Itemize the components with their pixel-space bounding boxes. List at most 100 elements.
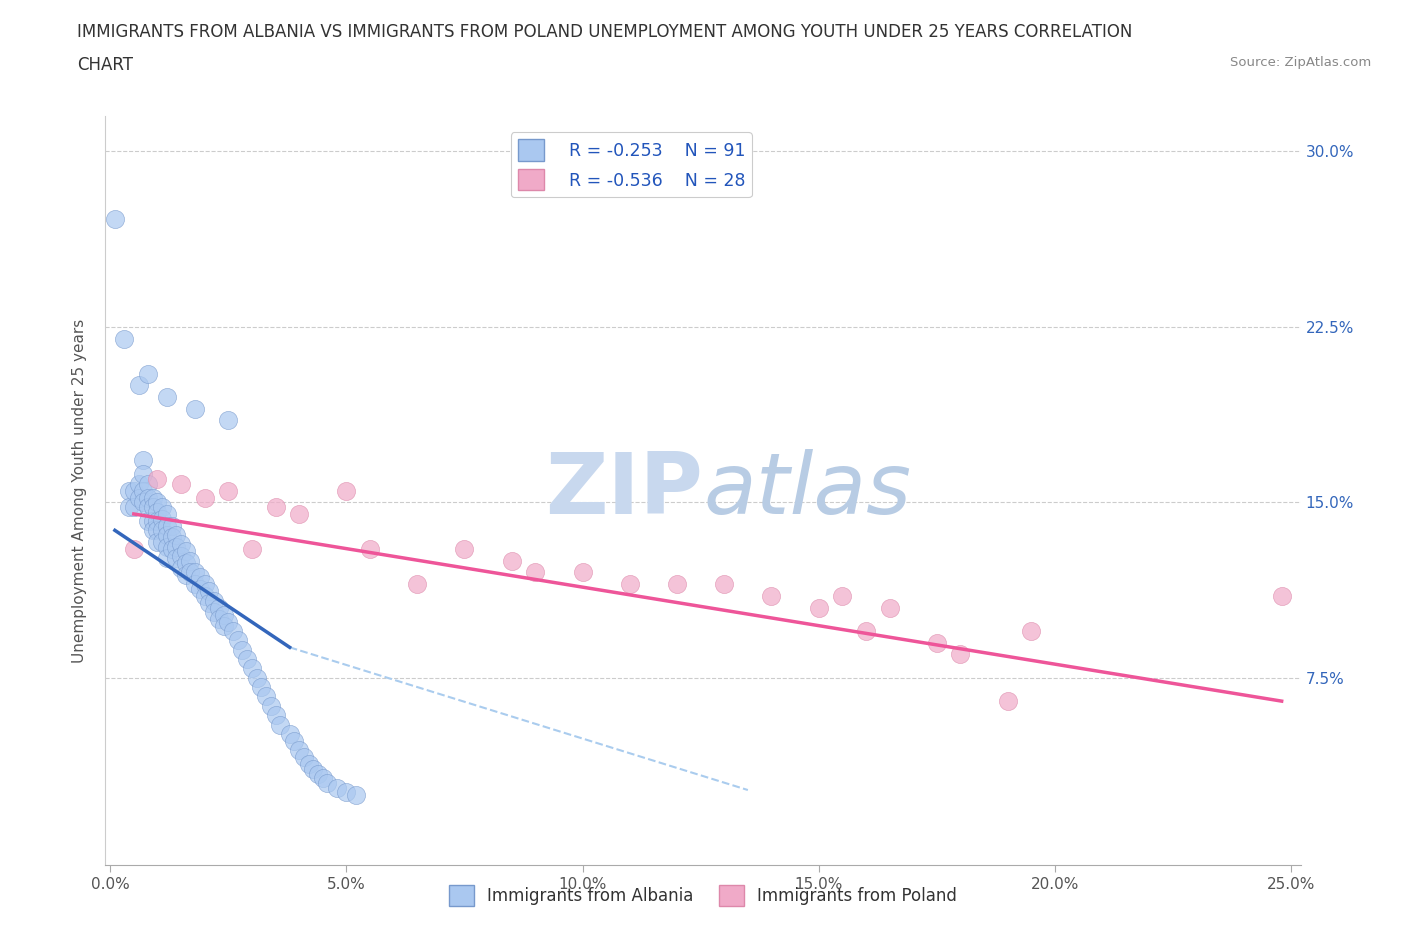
Text: CHART: CHART <box>77 56 134 73</box>
Point <box>122 541 145 556</box>
Point <box>146 513 169 528</box>
Point <box>254 689 277 704</box>
Point <box>150 499 173 514</box>
Point <box>312 771 335 786</box>
Point <box>132 495 155 510</box>
Point <box>226 632 249 647</box>
Y-axis label: Unemployment Among Youth under 25 years: Unemployment Among Youth under 25 years <box>72 318 87 663</box>
Point <box>118 499 141 514</box>
Point <box>269 717 291 732</box>
Point <box>202 593 225 608</box>
Point <box>179 553 201 568</box>
Point <box>217 413 239 428</box>
Point <box>260 698 283 713</box>
Point <box>184 401 207 416</box>
Point <box>1019 623 1042 638</box>
Point <box>406 577 429 591</box>
Point <box>194 577 217 591</box>
Point <box>236 652 259 667</box>
Point <box>925 635 948 650</box>
Point <box>307 766 329 781</box>
Point <box>142 499 165 514</box>
Point <box>194 589 217 604</box>
Point <box>104 212 127 227</box>
Text: Source: ZipAtlas.com: Source: ZipAtlas.com <box>1230 56 1371 69</box>
Point <box>831 589 853 604</box>
Point <box>292 750 315 764</box>
Point <box>713 577 735 591</box>
Text: atlas: atlas <box>703 449 911 532</box>
Point <box>240 541 263 556</box>
Point <box>264 499 287 514</box>
Point <box>122 499 145 514</box>
Point <box>132 453 155 468</box>
Point <box>136 490 159 505</box>
Point <box>264 708 287 723</box>
Point <box>288 743 311 758</box>
Point <box>174 544 197 559</box>
Point <box>1271 589 1294 604</box>
Point <box>150 512 173 526</box>
Point <box>666 577 689 591</box>
Point <box>222 623 245 638</box>
Point <box>128 476 150 491</box>
Point <box>165 551 187 565</box>
Point <box>136 366 159 381</box>
Point <box>326 780 349 795</box>
Point <box>170 561 193 576</box>
Legend: Immigrants from Albania, Immigrants from Poland: Immigrants from Albania, Immigrants from… <box>443 879 963 912</box>
Point <box>184 565 207 580</box>
Point <box>142 523 165 538</box>
Text: ZIP: ZIP <box>546 449 703 532</box>
Point <box>453 541 475 556</box>
Point <box>198 584 221 599</box>
Point <box>278 726 301 741</box>
Point <box>170 537 193 551</box>
Point <box>316 776 339 790</box>
Point <box>160 530 183 545</box>
Point <box>302 762 325 777</box>
Point <box>136 513 159 528</box>
Point <box>949 647 972 662</box>
Point <box>212 618 235 633</box>
Point <box>807 600 830 615</box>
Point <box>250 680 273 695</box>
Point <box>571 565 593 580</box>
Point <box>184 577 207 591</box>
Point <box>501 553 523 568</box>
Point <box>194 490 217 505</box>
Point <box>156 518 179 533</box>
Text: IMMIGRANTS FROM ALBANIA VS IMMIGRANTS FROM POLAND UNEMPLOYMENT AMONG YOUTH UNDER: IMMIGRANTS FROM ALBANIA VS IMMIGRANTS FR… <box>77 23 1133 41</box>
Point <box>188 570 211 585</box>
Point <box>118 483 141 498</box>
Point <box>122 483 145 498</box>
Point <box>208 600 231 615</box>
Point <box>170 549 193 564</box>
Point <box>283 734 305 749</box>
Point <box>146 535 169 550</box>
Point <box>761 589 783 604</box>
Point <box>146 523 169 538</box>
Point <box>142 513 165 528</box>
Point <box>132 483 155 498</box>
Point <box>246 671 269 685</box>
Point <box>188 581 211 596</box>
Point <box>165 539 187 554</box>
Point <box>174 567 197 582</box>
Point <box>217 614 239 629</box>
Point <box>524 565 547 580</box>
Point <box>112 331 135 346</box>
Point <box>132 467 155 482</box>
Point <box>202 604 225 619</box>
Point <box>156 390 179 405</box>
Point <box>128 378 150 392</box>
Point <box>156 507 179 522</box>
Point <box>165 527 187 542</box>
Point <box>179 565 201 580</box>
Point <box>156 539 179 554</box>
Point <box>146 472 169 486</box>
Point <box>855 623 877 638</box>
Point <box>198 595 221 610</box>
Point <box>150 535 173 550</box>
Legend:   R = -0.253    N = 91,   R = -0.536    N = 28: R = -0.253 N = 91, R = -0.536 N = 28 <box>510 132 752 197</box>
